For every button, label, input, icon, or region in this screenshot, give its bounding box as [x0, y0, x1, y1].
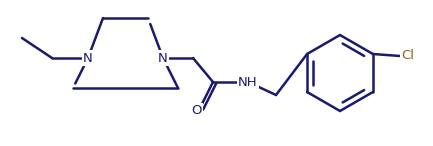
Text: Cl: Cl: [401, 49, 414, 62]
Text: NH: NH: [238, 75, 258, 88]
Text: N: N: [158, 52, 168, 65]
Text: O: O: [191, 105, 201, 118]
Text: N: N: [83, 52, 93, 65]
